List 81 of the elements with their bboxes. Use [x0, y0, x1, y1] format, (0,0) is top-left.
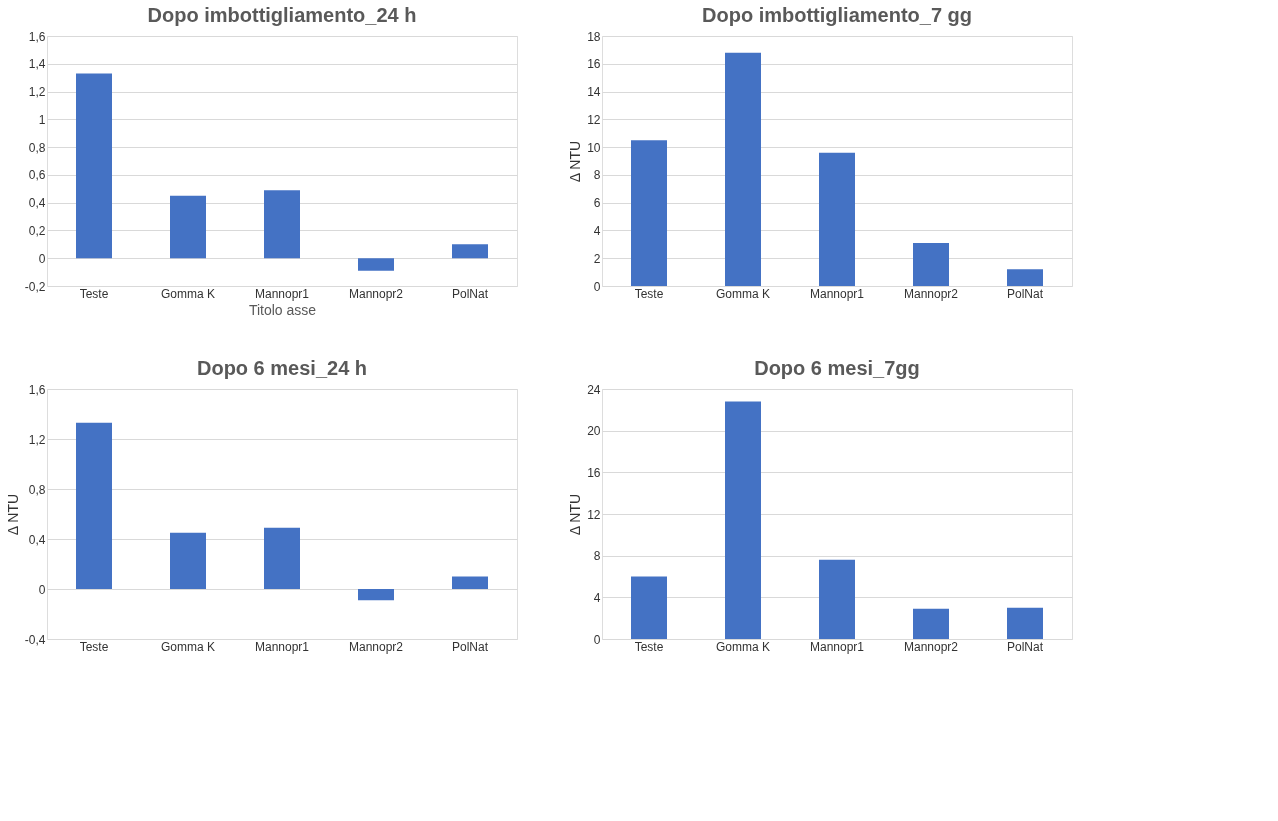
y-tick-label: 0 — [38, 582, 46, 597]
y-axis-title: Δ NTU — [4, 493, 21, 536]
x-tick-label: Mannopr2 — [903, 639, 959, 654]
x-tick-label: PolNat — [451, 286, 489, 301]
x-tick-label: Gomma K — [160, 639, 216, 654]
y-tick-label: 1,6 — [28, 382, 46, 397]
y-tick-label: 16 — [587, 57, 601, 72]
bar — [725, 401, 761, 639]
x-tick-label: Gomma K — [715, 639, 771, 654]
bar — [1007, 607, 1043, 639]
x-tick-label: Gomma K — [715, 286, 771, 301]
y-tick-label: 2 — [593, 251, 601, 266]
x-tick-label: PolNat — [1006, 286, 1044, 301]
y-axis-title: Δ NTU — [567, 140, 584, 183]
y-tick-label: 18 — [587, 29, 601, 44]
bar — [170, 195, 206, 259]
bar — [358, 258, 394, 271]
bar — [725, 52, 761, 286]
x-tick-label: Teste — [79, 639, 109, 654]
bar — [631, 140, 667, 286]
y-tick-label: 12 — [587, 112, 601, 127]
x-tick-label: Mannopr1 — [809, 286, 865, 301]
x-tick-label: Mannopr1 — [809, 639, 865, 654]
y-tick-label: 12 — [587, 507, 601, 522]
bar — [913, 242, 949, 286]
y-tick-label: 1,6 — [28, 29, 46, 44]
y-tick-label: 1,2 — [28, 85, 46, 100]
x-tick-label: Mannopr1 — [254, 286, 310, 301]
bar — [76, 422, 112, 589]
y-tick-label: 0,8 — [28, 482, 46, 497]
bar — [631, 576, 667, 639]
y-tick-label: 0,4 — [28, 196, 46, 211]
y-tick-label: 0 — [593, 632, 601, 647]
y-tick-label: 1 — [38, 112, 46, 127]
x-tick-label: PolNat — [451, 639, 489, 654]
chart-title: Dopo 6 mesi_24 h — [196, 357, 368, 379]
bar — [1007, 269, 1043, 286]
x-tick-label: Mannopr1 — [254, 639, 310, 654]
y-tick-label: 6 — [593, 196, 601, 211]
y-tick-label: 0,2 — [28, 223, 46, 238]
y-tick-label: 20 — [587, 424, 601, 439]
y-tick-label: 10 — [587, 140, 601, 155]
y-axis-title: Δ NTU — [567, 493, 584, 536]
x-tick-label: Gomma K — [160, 286, 216, 301]
bar — [452, 244, 488, 259]
y-tick-label: 0 — [593, 279, 601, 294]
y-tick-label: 24 — [587, 382, 601, 397]
y-tick-label: 4 — [593, 590, 601, 605]
bar — [170, 532, 206, 589]
y-tick-label: 1,2 — [28, 432, 46, 447]
bar — [264, 527, 300, 589]
bar — [452, 576, 488, 589]
bar — [819, 152, 855, 286]
x-tick-label: PolNat — [1006, 639, 1044, 654]
chart-title: Dopo 6 mesi_7gg — [754, 357, 920, 379]
y-tick-label: 8 — [593, 549, 601, 564]
y-tick-label: 4 — [593, 223, 601, 238]
bar — [819, 559, 855, 639]
bar — [358, 589, 394, 601]
x-tick-label: Teste — [634, 639, 664, 654]
x-tick-label: Mannopr2 — [348, 639, 404, 654]
chart-title: Dopo imbottigliamento_24 h — [147, 4, 417, 26]
y-tick-label: 8 — [593, 168, 601, 183]
x-tick-label: Teste — [79, 286, 109, 301]
bar — [913, 608, 949, 639]
bar — [76, 73, 112, 259]
y-tick-label: 0,4 — [28, 532, 46, 547]
y-tick-label: 1,4 — [28, 57, 46, 72]
y-tick-label: 0,6 — [28, 168, 46, 183]
y-tick-label: -0,4 — [24, 632, 46, 647]
bar — [264, 190, 300, 259]
y-tick-label: -0,2 — [24, 279, 46, 294]
y-tick-label: 14 — [587, 85, 601, 100]
x-tick-label: Mannopr2 — [348, 286, 404, 301]
y-tick-label: 0,8 — [28, 140, 46, 155]
y-tick-label: 16 — [587, 465, 601, 480]
y-tick-label: 0 — [38, 251, 46, 266]
chart-title: Dopo imbottigliamento_7 gg — [702, 4, 972, 26]
x-axis-title: Titolo asse — [248, 301, 317, 318]
x-tick-label: Teste — [634, 286, 664, 301]
x-tick-label: Mannopr2 — [903, 286, 959, 301]
